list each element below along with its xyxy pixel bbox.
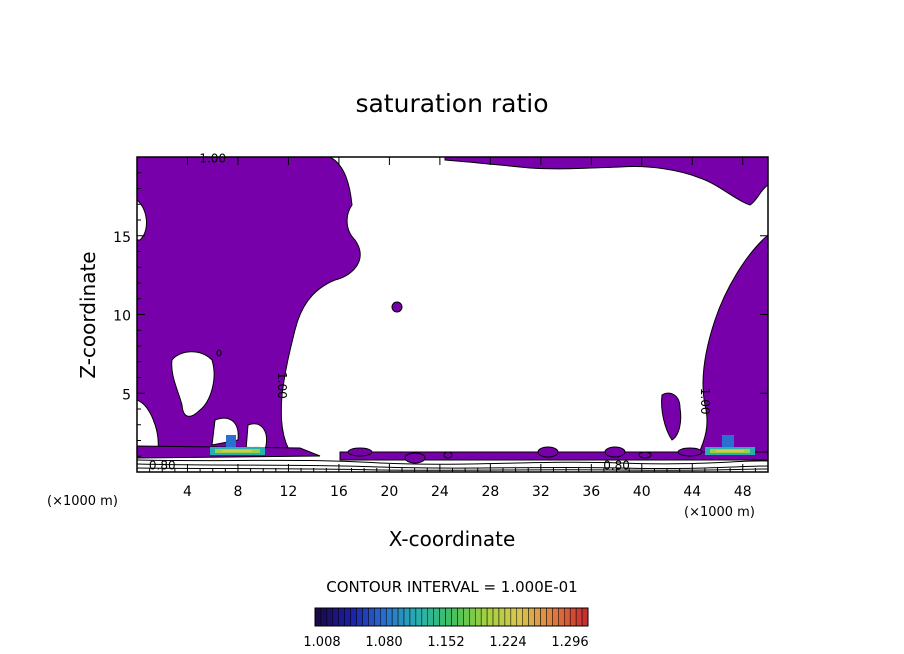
colorbar-swatch bbox=[474, 607, 482, 627]
colorbar-swatch bbox=[415, 607, 423, 627]
colorbar-swatch bbox=[522, 607, 529, 627]
colorbar-swatch bbox=[516, 607, 523, 627]
colorbar-swatch bbox=[564, 607, 571, 627]
colorbar-swatch bbox=[320, 607, 328, 627]
right-column-region bbox=[697, 234, 768, 456]
x-tick-label: 4 bbox=[183, 484, 192, 500]
plume-left bbox=[210, 435, 265, 455]
y-axis-label: Z-coordinate bbox=[76, 251, 100, 378]
left-hole-e bbox=[245, 423, 267, 451]
colorbar-swatch bbox=[421, 607, 429, 627]
colorbar-tick-label: 1.296 bbox=[551, 635, 588, 650]
colorbar-swatch bbox=[439, 607, 446, 627]
colorbar-swatch bbox=[469, 607, 476, 627]
right-small-lobe bbox=[661, 392, 682, 441]
x-axis-ticks: 4 8 12 16 20 24 28 32 36 40 44 48 bbox=[149, 157, 756, 500]
y-tick-label: 5 bbox=[122, 387, 131, 403]
colorbar-swatch bbox=[338, 607, 345, 627]
x-tick-label: 36 bbox=[582, 484, 600, 500]
y-tick-label: 10 bbox=[113, 309, 131, 325]
colorbar-tick-label: 1.152 bbox=[427, 635, 464, 650]
colorbar-swatch bbox=[350, 607, 357, 627]
colorbar-swatch bbox=[314, 607, 322, 627]
colorbar-tick-label: 1.080 bbox=[365, 635, 402, 650]
contour-label: 1.00 bbox=[275, 372, 289, 399]
contour-label: 0.80 bbox=[149, 459, 176, 473]
x-axis-unit: (×1000 m) bbox=[684, 505, 755, 520]
x-tick-label: 24 bbox=[431, 484, 449, 500]
colorbar-swatch bbox=[445, 607, 452, 627]
colorbar-swatch bbox=[380, 607, 387, 627]
colorbar-frame bbox=[314, 607, 589, 627]
x-axis-label: X-coordinate bbox=[389, 527, 516, 551]
colorbar-swatch bbox=[575, 607, 583, 627]
left-hole-a bbox=[171, 351, 215, 417]
colorbar-swatch bbox=[433, 607, 440, 627]
chart-title: saturation ratio bbox=[355, 89, 548, 118]
blob-mid bbox=[391, 301, 403, 313]
colorbar-swatch bbox=[504, 607, 512, 627]
colorbar-swatch bbox=[463, 607, 470, 627]
colorbar-swatch bbox=[344, 607, 351, 627]
colorbar-swatch bbox=[457, 607, 464, 627]
colorbar-swatch bbox=[403, 607, 411, 627]
colorbar-swatch bbox=[409, 607, 417, 627]
colorbar-swatch bbox=[385, 607, 393, 627]
contour-interval: CONTOUR INTERVAL = 1.000E-01 bbox=[326, 578, 577, 596]
colorbar-swatch bbox=[540, 607, 547, 627]
colorbar-swatch bbox=[569, 607, 577, 627]
x-tick-label: 32 bbox=[532, 484, 550, 500]
y-axis-ticks: 5 10 15 bbox=[113, 172, 768, 457]
colorbar-tick-label: 1.008 bbox=[303, 635, 340, 650]
colorbar-swatch bbox=[498, 607, 506, 627]
x-tick-label: 44 bbox=[683, 484, 701, 500]
colorbar-swatch bbox=[356, 607, 363, 627]
blob-left bbox=[216, 349, 222, 357]
colorbar-tick-label: 1.224 bbox=[489, 635, 526, 650]
x-tick-label: 48 bbox=[734, 484, 752, 500]
colorbar-swatch bbox=[480, 607, 488, 627]
x-tick-label: 20 bbox=[380, 484, 398, 500]
colorbar-swatch bbox=[546, 607, 553, 627]
contour-label: 1.00 bbox=[199, 152, 226, 166]
colorbar-labels: 1.008 1.080 1.152 1.224 1.296 bbox=[303, 635, 588, 650]
colorbar-swatch bbox=[326, 607, 334, 627]
colorbar-swatch bbox=[534, 607, 541, 627]
contour-label: 1.00 bbox=[698, 388, 712, 415]
colorbar bbox=[314, 607, 589, 627]
colorbar-swatch bbox=[552, 607, 559, 627]
contour-label: 0.80 bbox=[603, 459, 630, 473]
contour-labels: 1.00 1.00 1.00 0.80 0.80 bbox=[149, 152, 712, 473]
x-tick-label: 8 bbox=[233, 484, 242, 500]
colorbar-swatch bbox=[492, 607, 500, 627]
plume-right bbox=[705, 435, 755, 455]
top-right-region bbox=[444, 157, 768, 206]
colorbar-swatch bbox=[510, 607, 518, 627]
colorbar-swatch bbox=[397, 607, 405, 627]
x-tick-label: 16 bbox=[330, 484, 348, 500]
colorbar-swatch bbox=[427, 607, 434, 627]
colorbar-swatch bbox=[581, 607, 589, 627]
colorbar-swatch bbox=[486, 607, 494, 627]
colorbar-swatch bbox=[451, 607, 458, 627]
colorbar-swatch bbox=[368, 607, 375, 627]
colorbar-swatch bbox=[391, 607, 399, 627]
x-tick-label: 40 bbox=[633, 484, 651, 500]
y-tick-label: 15 bbox=[113, 230, 131, 246]
left-column-region bbox=[137, 157, 361, 456]
surface-blobs bbox=[347, 446, 703, 464]
colorbar-swatch bbox=[558, 607, 565, 627]
colorbar-swatch bbox=[374, 607, 381, 627]
y-axis-unit: (×1000 m) bbox=[47, 494, 118, 509]
x-tick-label: 28 bbox=[481, 484, 499, 500]
colorbar-swatch bbox=[332, 607, 339, 627]
colorbar-swatch bbox=[362, 607, 369, 627]
x-tick-label: 12 bbox=[280, 484, 298, 500]
colorbar-swatch bbox=[528, 607, 535, 627]
